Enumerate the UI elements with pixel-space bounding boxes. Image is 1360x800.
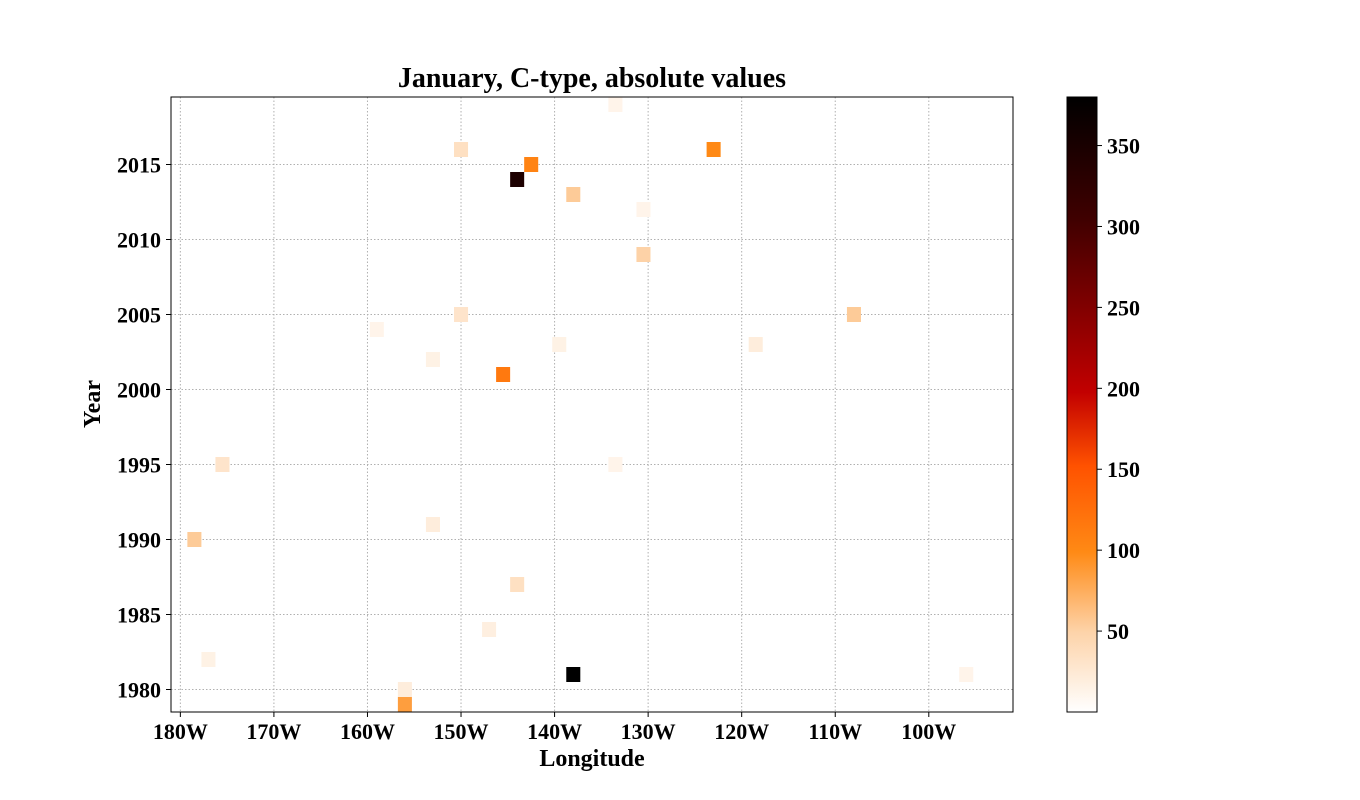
heatmap-cell [425,517,440,532]
heatmap-cell [608,457,623,472]
heatmap-cell [846,307,861,322]
x-tick-label: 160W [340,719,395,744]
heatmap-cell [608,97,623,112]
y-tick-label: 2010 [117,228,161,253]
x-tick-label: 130W [621,719,676,744]
colorbar-tick-label: 350 [1107,134,1140,159]
heatmap-cell [524,157,539,172]
heatmap-cell [201,652,216,667]
y-axis-label: Year [80,380,106,428]
x-tick-label: 150W [434,719,489,744]
plot-frame [170,96,1014,713]
colorbar-tick-label: 200 [1107,376,1140,401]
plot-area [171,97,1013,712]
heatmap-cell [454,142,469,157]
heatmap-cell [510,172,525,187]
x-tick-label: 140W [527,719,582,744]
x-tick-label: 110W [808,719,862,744]
heatmap-cell [706,142,721,157]
y-axis-ticks: 1980 1985 1990 1995 2000 2005 2010 2015 [117,153,171,703]
colorbar-tick-label: 250 [1107,295,1140,320]
y-tick-label: 1990 [117,528,161,553]
heatmap-cell [425,352,440,367]
heatmap-cell [215,457,230,472]
heatmap-cell [397,697,412,712]
heatmap-cells [187,97,974,712]
heatmap-cell [636,247,651,262]
x-tick-label: 170W [246,719,301,744]
x-tick-label: 120W [714,719,769,744]
heatmap-cell [566,667,581,682]
heatmap-cell [552,337,567,352]
x-axis-ticks: 180W 170W 160W 150W 140W 130W 120W 110W 100W [153,712,956,744]
heatmap-cell [636,202,651,217]
heatmap-cell [397,682,412,697]
y-tick-label: 1985 [117,603,161,628]
heatmap-cell [454,307,469,322]
y-tick-label: 1995 [117,453,161,478]
chart-title: January, C-type, absolute values [398,63,786,94]
heatmap-cell [187,532,202,547]
y-tick-label: 2015 [117,153,161,178]
grid-lines [171,97,1013,712]
heatmap-cell [566,187,581,202]
y-tick-label: 2000 [117,378,161,403]
x-tick-label: 100W [901,719,956,744]
heatmap-cell [959,667,974,682]
colorbar-tick-label: 50 [1107,619,1129,644]
heatmap-cell [510,577,525,592]
x-tick-label: 180W [153,719,208,744]
colorbar-ticks: 50 100 150 200 250 300 350 [1097,134,1140,644]
colorbar [1066,96,1098,713]
colorbar-tick-label: 150 [1107,457,1140,482]
y-tick-label: 2005 [117,303,161,328]
x-axis-label: Longitude [539,746,645,772]
colorbar-tick-label: 100 [1107,538,1140,563]
heatmap-cell [748,337,763,352]
heatmap-cell [482,622,497,637]
heatmap-cell [369,322,384,337]
y-tick-label: 1980 [117,678,161,703]
heatmap-cell [496,367,511,382]
colorbar-tick-label: 300 [1107,214,1140,239]
